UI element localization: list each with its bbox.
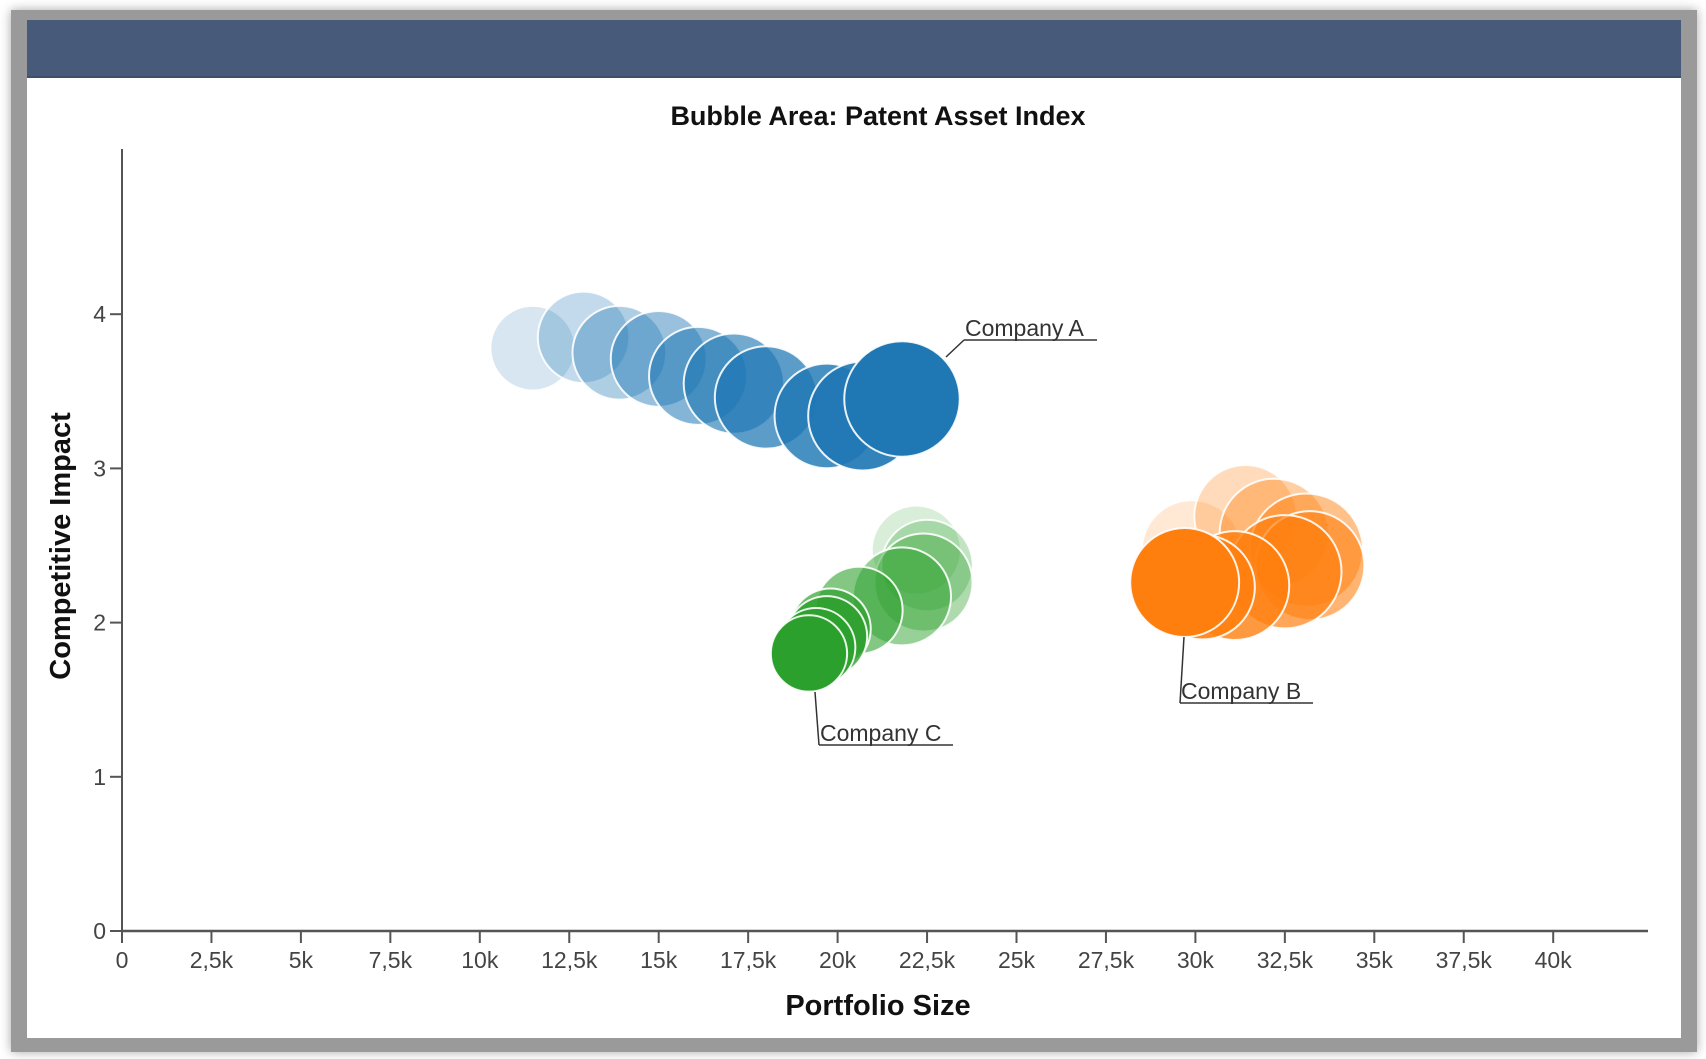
bubble-point[interactable]: [769, 614, 849, 693]
chart-title: Bubble Area: Patent Asset Index: [670, 101, 1085, 131]
x-tick-label: 7,5k: [369, 947, 413, 973]
x-tick-label: 20k: [819, 947, 857, 973]
x-tick-label: 12,5k: [541, 947, 598, 973]
x-tick-label: 10k: [461, 947, 499, 973]
annotations: Company A Company B Company C: [814, 315, 1313, 746]
x-tick-label: 35k: [1356, 947, 1394, 973]
series-company-a: [491, 290, 961, 472]
bubble-point[interactable]: [1129, 527, 1241, 638]
bubble-point[interactable]: [491, 306, 575, 390]
y-tick-label: 1: [93, 764, 106, 790]
x-tick-label: 5k: [289, 947, 314, 973]
x-tick-label: 40k: [1535, 947, 1573, 973]
y-tick-label: 2: [93, 610, 106, 636]
y-axis-title: Competitive Impact: [45, 412, 77, 680]
annotation-label: Company A: [965, 315, 1085, 341]
panel-header-bar: [27, 20, 1681, 78]
x-tick-label: 30k: [1177, 947, 1215, 973]
y-tick-label: 0: [93, 918, 106, 944]
y-tick-label: 4: [93, 301, 106, 327]
x-axis-title: Portfolio Size: [785, 990, 970, 1022]
annotation-leader-line: [945, 339, 965, 358]
annotation-leader-line: [1179, 636, 1185, 704]
x-tick-label: 17,5k: [720, 947, 777, 973]
annotation-leader-line: [814, 691, 820, 746]
x-tick-label: 15k: [640, 947, 678, 973]
series-company-b: [1129, 464, 1366, 642]
bubbles-layer: [491, 290, 1366, 693]
x-tick-label: 37,5k: [1436, 947, 1493, 973]
annotation-company-b: Company B: [1179, 636, 1313, 704]
x-tick-label: 0: [116, 947, 129, 973]
annotation-label: Company C: [820, 720, 941, 746]
axes: 0 2,5k 5k 7,5k 10k 12,5k 15k 17,5k 20k 22,5k 25k 27…: [93, 149, 1648, 973]
annotation-company-c: Company C: [814, 691, 953, 746]
y-tick-label: 3: [93, 455, 106, 481]
series-company-c: [769, 506, 974, 693]
x-tick-label: 27,5k: [1078, 947, 1135, 973]
x-tick-label: 22,5k: [899, 947, 956, 973]
bubble-point[interactable]: [843, 340, 961, 458]
x-tick-label: 25k: [998, 947, 1036, 973]
chart-panel: [27, 20, 1681, 1038]
x-tick-label: 2,5k: [190, 947, 234, 973]
x-tick-label: 32,5k: [1257, 947, 1314, 973]
annotation-label: Company B: [1181, 678, 1301, 704]
annotation-company-a: Company A: [945, 315, 1097, 358]
